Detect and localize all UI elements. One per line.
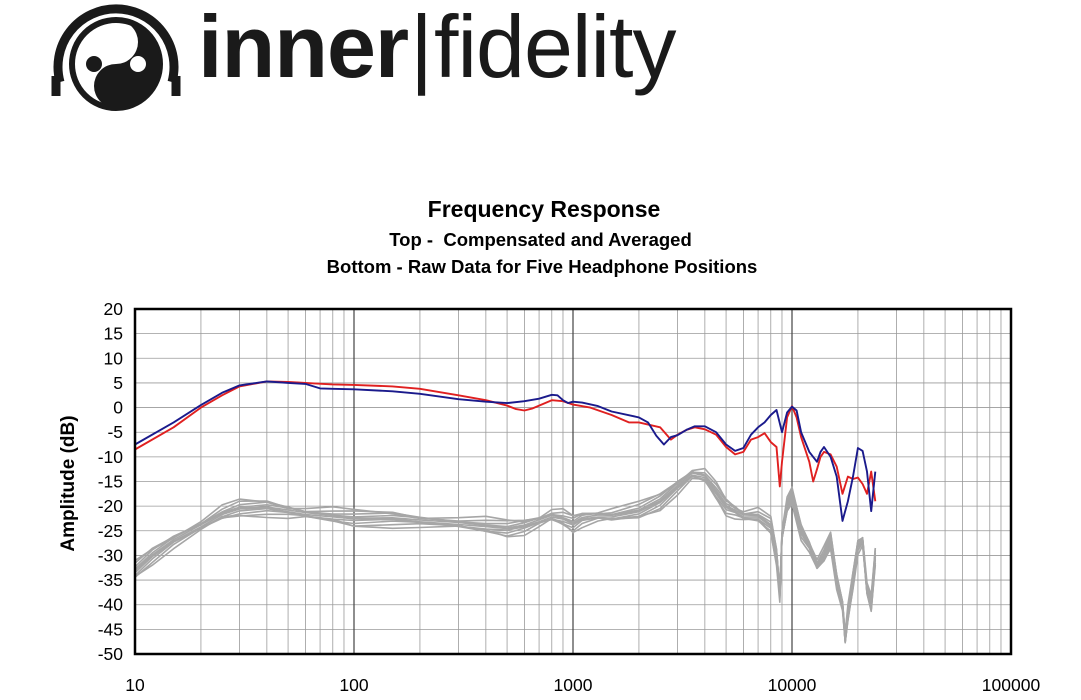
raw-position-line — [134, 471, 877, 639]
raw-position-line — [134, 477, 877, 643]
brand-wordmark-separator: | — [410, 0, 433, 96]
y-tick-label: -40 — [98, 595, 124, 615]
plot-frame — [133, 307, 1013, 656]
x-tick-label: 1000 — [554, 675, 593, 695]
x-tick-label: 100000 — [982, 675, 1041, 695]
x-tick-label: 10 — [125, 675, 145, 695]
y-tick-label: 0 — [113, 398, 123, 418]
y-tick-label: -10 — [98, 447, 124, 467]
y-tick-label: 10 — [104, 348, 124, 368]
y-tick-label: -25 — [98, 521, 123, 541]
raw-position-line — [134, 470, 877, 639]
chart-grid — [134, 308, 1011, 655]
y-tick-label: -50 — [98, 644, 124, 664]
y-axis-label: Amplitude (dB) — [58, 415, 79, 551]
raw-position-line — [134, 467, 877, 634]
y-tick-label: 20 — [104, 299, 124, 319]
x-tick-label: 100 — [339, 675, 368, 695]
brand-logo: inner|fidelity — [46, 0, 676, 119]
brand-wordmark-inner: inner — [198, 0, 409, 96]
chart-series — [134, 380, 877, 644]
brand-wordmark: inner|fidelity — [198, 0, 676, 98]
y-axis-ticks: 20 15 10 5 0 -5 -10 -15 -20 -25 -30 -35 -40 -45 -50 — [98, 299, 124, 664]
y-tick-label: -30 — [98, 545, 124, 565]
y-tick-label: -45 — [98, 619, 123, 639]
y-tick-label: -5 — [107, 422, 123, 442]
y-tick-label: 15 — [104, 324, 123, 344]
chart-subtitle-bottom: Bottom - Raw Data for Five Headphone Pos… — [326, 256, 758, 277]
yin-yang-headphone-icon — [51, 4, 181, 111]
chart-title: Frequency Response — [427, 196, 661, 222]
right-compensated-line — [134, 380, 877, 502]
x-axis-ticks: 10 100 1000 10000 100000 — [125, 675, 1040, 695]
y-tick-label: -15 — [98, 472, 123, 492]
y-tick-label: -20 — [98, 496, 124, 516]
raw-position-line — [134, 471, 877, 638]
chart-subtitle-top: Top - Compensated and Averaged — [389, 229, 692, 250]
brand-wordmark-fidelity: fidelity — [434, 0, 676, 96]
y-tick-label: 5 — [113, 373, 123, 393]
x-tick-label: 10000 — [768, 675, 817, 695]
y-tick-label: -35 — [98, 570, 123, 590]
left-compensated-line — [134, 380, 877, 522]
